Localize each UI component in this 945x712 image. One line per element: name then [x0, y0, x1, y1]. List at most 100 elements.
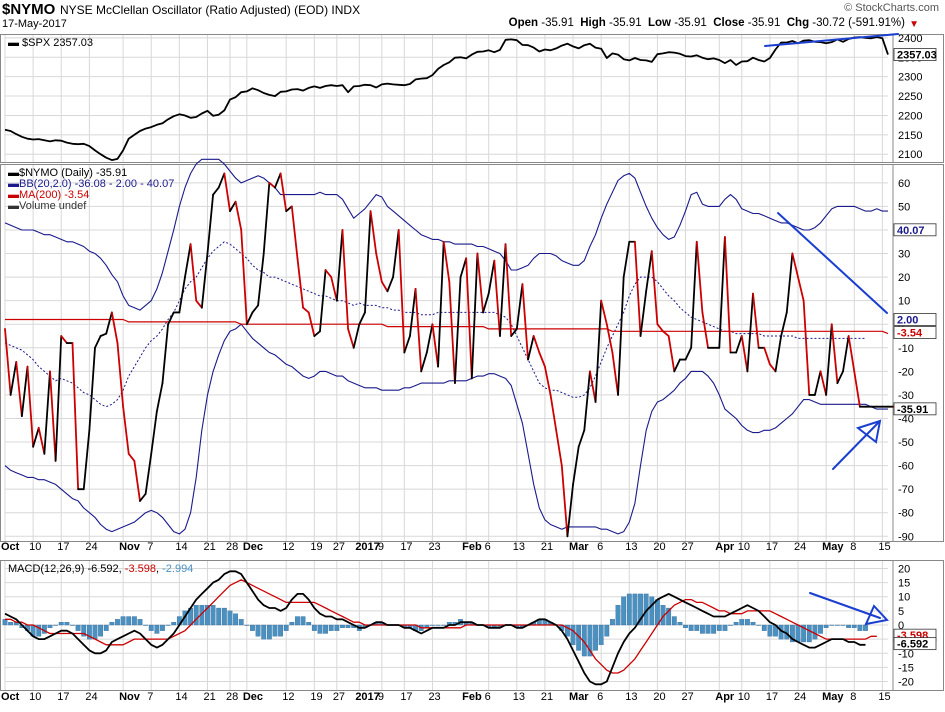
- nymo-segment: [499, 243, 507, 337]
- nymo-segment: [217, 172, 226, 189]
- nymo-y-tick-label: -80: [898, 508, 914, 520]
- nymo-segment: [274, 172, 282, 189]
- nymo-x-tick-label: 24: [794, 541, 806, 553]
- nymo-segment: [684, 346, 693, 361]
- nymo-x-tick-label: Feb: [462, 541, 482, 553]
- nymo-segment: [380, 280, 389, 293]
- nymo-segment: [167, 311, 175, 326]
- macd-x-tick-label: 28: [226, 691, 238, 703]
- nymo-x-tick-label: 21: [203, 541, 215, 553]
- nymo-segment: [622, 240, 631, 279]
- nymo-segment: [454, 276, 462, 385]
- macd-histogram-bar: [700, 624, 705, 634]
- nymo-y-tick-label: -30: [898, 390, 914, 402]
- macd-x-tick-label: 27: [333, 691, 345, 703]
- nymo-panel-frame: [0, 164, 944, 542]
- chart-date: 17-May-2017: [2, 18, 67, 30]
- nymo-segment: [842, 335, 850, 373]
- nymo-last-tag: -35.91: [897, 404, 928, 416]
- nymo-segment: [397, 229, 406, 354]
- nymo-x-tick-label: 17: [400, 541, 412, 553]
- nymo-segment: [116, 342, 125, 408]
- macd-histogram-bar: [621, 596, 627, 626]
- brand-logo[interactable]: © StockCharts.com: [844, 2, 939, 14]
- nymo-x-tick-label: 10: [738, 541, 750, 553]
- description-text: NYSE McClellan Oscillator (Ratio Adjuste…: [60, 3, 329, 17]
- nymo-legend-entry: ▬$NYMO (Daily) -35.91: [8, 167, 127, 179]
- nymo-segment: [538, 351, 546, 368]
- macd-histogram-bar: [148, 624, 154, 631]
- macd-histogram-bar: [2, 619, 8, 626]
- nymo-segment: [420, 351, 428, 373]
- nymo-segment: [487, 259, 496, 295]
- nymo-segment: [718, 236, 726, 349]
- nymo-x-tick-label: 2017: [355, 541, 379, 553]
- nymo-segment: [352, 323, 361, 349]
- nymo-x-tick-label: Dec: [243, 541, 263, 553]
- nymo-segment: [459, 257, 468, 279]
- macd-x-tick-label: 8: [850, 691, 856, 703]
- macd-x-tick-label: Oct: [1, 691, 20, 703]
- macd-histogram-bar: [818, 624, 823, 634]
- macd-histogram-bar: [756, 624, 762, 626]
- ma-tag-box: [893, 326, 937, 339]
- nymo-segment: [296, 257, 304, 309]
- nymo-segment: [54, 335, 63, 462]
- macd-histogram-bar: [806, 624, 812, 643]
- macd-histogram-bar: [345, 624, 351, 628]
- macd-x-tick-label: 13: [625, 691, 637, 703]
- nymo-segment: [847, 335, 856, 373]
- macd-histogram-bar: [75, 624, 81, 631]
- nymo-x-tick-label: Nov: [119, 541, 141, 553]
- macd-histogram-bar: [739, 619, 745, 626]
- nymo-x-tick-label: 14: [175, 541, 187, 553]
- nymo-arrow-shaft: [832, 422, 879, 470]
- nymo-segment: [206, 193, 214, 255]
- exchange-code: INDX: [331, 3, 361, 17]
- macd-histogram-bar: [92, 624, 98, 640]
- nymo-segment: [780, 311, 788, 337]
- macd-histogram-bar: [851, 624, 857, 628]
- macd-histogram-bar: [238, 619, 244, 626]
- nymo-segment: [797, 276, 805, 302]
- nymo-segment: [448, 280, 456, 385]
- nymo-segment: [791, 252, 799, 279]
- macd-histogram-bar: [216, 607, 222, 626]
- macd-y-tick-label: -20: [898, 677, 914, 689]
- nymo-segment: [673, 358, 681, 373]
- macd-x-tick-label: 6: [597, 691, 603, 703]
- macd-histogram-bar: [205, 605, 210, 626]
- nymo-x-tick-label: 15: [878, 541, 890, 553]
- panel-frames: [0, 34, 944, 691]
- nymo-segment: [476, 252, 484, 314]
- nymo-segment: [223, 172, 231, 213]
- nymo-segment: [290, 205, 299, 260]
- macd-histogram-bar: [750, 622, 756, 626]
- macd-histogram-bar: [266, 624, 272, 640]
- nymo-x-tick-label: May: [822, 541, 844, 553]
- macd-histogram-bar: [683, 624, 688, 628]
- spx-y-tick-label: 2300: [898, 72, 922, 84]
- spx-y-tick-label: 2400: [898, 33, 922, 45]
- open-value: -35.91: [541, 17, 574, 29]
- macd-x-tick-label: 19: [310, 691, 322, 703]
- macd-histogram-bar: [733, 622, 739, 626]
- macd-histogram-bar: [8, 622, 14, 626]
- nymo-segment: [611, 351, 619, 396]
- nymo-segment: [37, 426, 46, 455]
- nymo-segment: [746, 292, 754, 373]
- macd-histogram-bar: [655, 599, 660, 626]
- nymo-x-tick-label: 21: [541, 541, 553, 553]
- macd-histogram-bar: [323, 624, 328, 634]
- macd-histogram-bar: [801, 624, 807, 643]
- macd-histogram-bar: [143, 624, 149, 626]
- nymo-segment: [99, 332, 108, 337]
- down-arrow-icon: ▼: [909, 19, 919, 30]
- nymo-segment: [403, 335, 411, 354]
- nymo-segment: [262, 181, 271, 255]
- macd-y-tick-label: -10: [898, 648, 914, 660]
- nymo-segment: [583, 370, 591, 432]
- macd-x-tick-label: 7: [147, 691, 153, 703]
- macd-histogram-bar: [598, 624, 604, 645]
